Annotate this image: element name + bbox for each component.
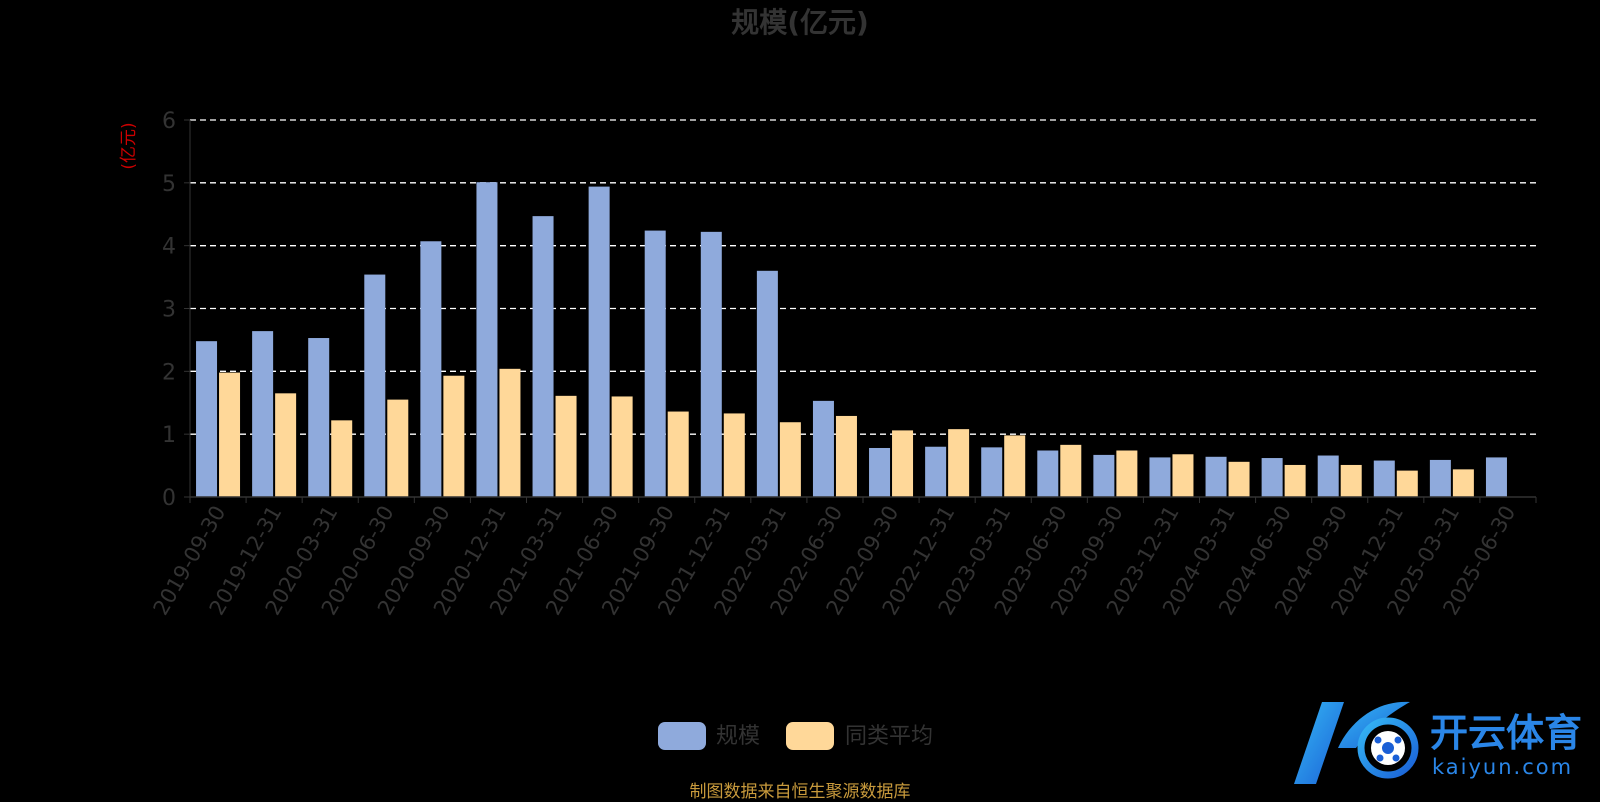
bar-category-average[interactable] xyxy=(667,411,689,497)
bar-category-average[interactable] xyxy=(1004,435,1026,497)
legend-swatch-scale xyxy=(658,722,706,750)
x-axis: 2019-09-302019-12-312020-03-312020-06-30… xyxy=(149,496,1537,619)
watermark-url: kaiyun.com xyxy=(1432,755,1573,779)
kaiyun-logo-icon xyxy=(1294,701,1419,784)
watermark-brand: 开云体育 xyxy=(1430,711,1582,755)
bar-scale[interactable] xyxy=(1149,457,1171,497)
bar-category-average[interactable] xyxy=(1228,461,1250,497)
bar-category-average[interactable] xyxy=(387,399,409,497)
bar-scale[interactable] xyxy=(756,270,778,497)
watermark-logo: 开云体育 kaiyun.com xyxy=(1294,701,1582,784)
y-tick-label: 5 xyxy=(162,172,176,197)
bar-scale[interactable] xyxy=(1317,455,1339,497)
bars xyxy=(196,182,1507,498)
bar-scale[interactable] xyxy=(1429,459,1451,497)
legend-item-scale[interactable]: 规模 xyxy=(658,722,760,750)
bar-scale[interactable] xyxy=(364,274,386,497)
bar-category-average[interactable] xyxy=(1396,470,1418,497)
bar-category-average[interactable] xyxy=(1060,444,1082,497)
bar-category-average[interactable] xyxy=(1284,464,1306,497)
bar-category-average[interactable] xyxy=(219,372,241,497)
bar-category-average[interactable] xyxy=(892,430,914,497)
bar-scale[interactable] xyxy=(925,446,947,497)
legend-label-category-average: 同类平均 xyxy=(845,724,933,749)
bar-category-average[interactable] xyxy=(275,393,297,497)
bar-category-average[interactable] xyxy=(948,429,970,497)
bar-category-average[interactable] xyxy=(1116,450,1138,497)
legend: 规模 同类平均 xyxy=(658,722,933,750)
y-tick-label: 2 xyxy=(162,360,176,385)
bar-category-average[interactable] xyxy=(779,422,801,497)
y-axis: 0 1 2 3 4 5 6 xyxy=(162,109,191,511)
chart-title: 规模(亿元) xyxy=(731,6,869,39)
bar-scale[interactable] xyxy=(1205,456,1227,497)
bar-scale[interactable] xyxy=(588,186,610,497)
grid-lines xyxy=(190,119,1536,435)
y-tick-label: 4 xyxy=(162,235,176,260)
bar-scale[interactable] xyxy=(869,447,891,497)
bar-scale[interactable] xyxy=(812,400,834,497)
bar-category-average[interactable] xyxy=(1340,464,1362,497)
data-source-note: 制图数据来自恒生聚源数据库 xyxy=(689,782,911,802)
bar-scale[interactable] xyxy=(308,338,330,497)
bar-scale[interactable] xyxy=(1037,450,1059,497)
bar-scale[interactable] xyxy=(476,182,498,497)
bar-scale[interactable] xyxy=(700,231,722,498)
y-axis-label: (亿元) xyxy=(119,122,139,169)
bar-scale[interactable] xyxy=(1373,460,1395,497)
bar-scale[interactable] xyxy=(981,447,1003,497)
bar-scale[interactable] xyxy=(196,341,218,497)
bar-category-average[interactable] xyxy=(499,368,521,497)
bar-category-average[interactable] xyxy=(331,420,353,497)
y-tick-label: 3 xyxy=(162,298,176,323)
bar-scale[interactable] xyxy=(532,216,554,497)
bar-scale[interactable] xyxy=(1261,458,1283,497)
bar-category-average[interactable] xyxy=(1172,454,1194,497)
bar-category-average[interactable] xyxy=(1452,469,1474,497)
bar-scale[interactable] xyxy=(644,230,666,497)
bar-category-average[interactable] xyxy=(555,395,577,497)
legend-item-category-average[interactable]: 同类平均 xyxy=(786,722,933,750)
bar-scale[interactable] xyxy=(420,241,442,497)
bar-scale[interactable] xyxy=(1093,454,1115,497)
bar-scale[interactable] xyxy=(1485,457,1507,497)
y-tick-label: 6 xyxy=(162,109,176,134)
bar-category-average[interactable] xyxy=(443,375,465,497)
bar-category-average[interactable] xyxy=(611,396,633,497)
bar-scale[interactable] xyxy=(252,331,274,497)
bar-category-average[interactable] xyxy=(723,413,745,497)
y-tick-label: 0 xyxy=(162,486,176,511)
y-tick-label: 1 xyxy=(162,423,176,448)
bar-category-average[interactable] xyxy=(835,415,857,497)
legend-swatch-category-average xyxy=(786,722,834,750)
legend-label-scale: 规模 xyxy=(716,724,760,749)
